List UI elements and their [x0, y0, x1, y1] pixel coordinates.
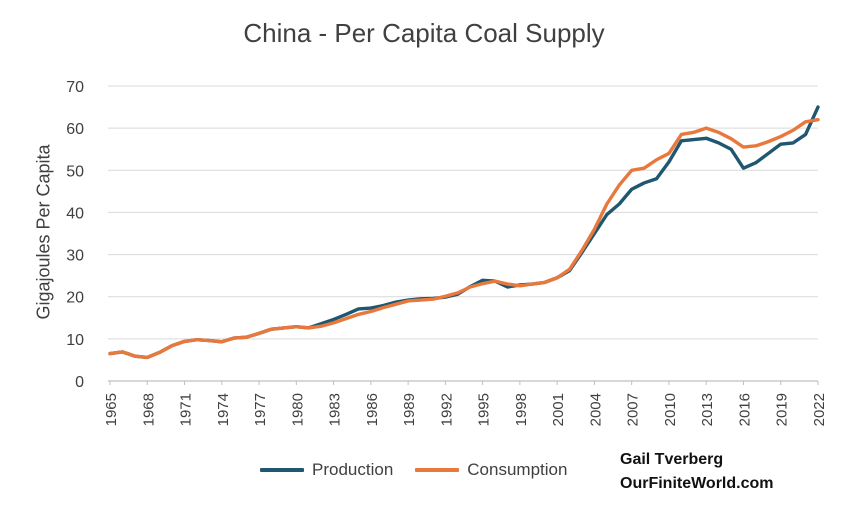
- legend-swatch-consumption: [415, 468, 460, 472]
- series-line-consumption: [108, 118, 820, 360]
- y-tick-label-40: 40: [66, 205, 84, 222]
- y-tick-label-0: 0: [75, 374, 84, 391]
- x-tick-label-2007: 2007: [625, 393, 642, 426]
- y-tick-label-70: 70: [66, 79, 84, 96]
- x-tick-label-2016: 2016: [736, 393, 753, 426]
- y-tick-label-50: 50: [66, 163, 84, 180]
- x-tick-label-1992: 1992: [438, 393, 455, 426]
- credit-block: Gail Tverberg OurFiniteWorld.com: [620, 448, 773, 496]
- x-tick-label-2010: 2010: [662, 393, 679, 426]
- legend-label-consumption: Consumption: [467, 460, 568, 479]
- y-tick-label-60: 60: [66, 121, 84, 138]
- credit-author: Gail Tverberg: [620, 451, 724, 468]
- x-tick-label-2019: 2019: [774, 393, 791, 426]
- legend-item-consumption: Consumption: [415, 460, 567, 480]
- x-tick-label-1983: 1983: [327, 393, 344, 426]
- x-tick-label-1968: 1968: [140, 393, 157, 426]
- y-tick-label-20: 20: [66, 290, 84, 307]
- legend-swatch-production: [260, 468, 304, 472]
- series-line-production: [108, 105, 820, 360]
- y-tick-label-10: 10: [66, 332, 84, 349]
- y-tick-label-30: 30: [66, 248, 84, 265]
- chart-title: China - Per Capita Coal Supply: [243, 18, 605, 48]
- credit-website: OurFiniteWorld.com: [620, 475, 774, 492]
- x-tick-label-2004: 2004: [587, 393, 604, 426]
- x-tick-label-1971: 1971: [178, 393, 195, 426]
- x-tick-label-1974: 1974: [215, 393, 232, 426]
- x-tick-label-1977: 1977: [252, 393, 269, 426]
- x-tick-label-1965: 1965: [103, 393, 120, 426]
- x-tick-label-2001: 2001: [550, 393, 567, 426]
- x-tick-label-1989: 1989: [401, 393, 418, 426]
- legend-label-production: Production: [312, 460, 394, 479]
- x-tick-label-2022: 2022: [811, 393, 828, 426]
- x-tick-label-2013: 2013: [699, 393, 716, 426]
- x-tick-label-1998: 1998: [513, 393, 530, 426]
- legend: Production Consumption: [260, 460, 589, 480]
- x-tick-label-1986: 1986: [364, 393, 381, 426]
- x-tick-label-1995: 1995: [476, 393, 493, 426]
- legend-item-production: Production: [260, 460, 393, 480]
- x-tick-label-1980: 1980: [289, 393, 306, 426]
